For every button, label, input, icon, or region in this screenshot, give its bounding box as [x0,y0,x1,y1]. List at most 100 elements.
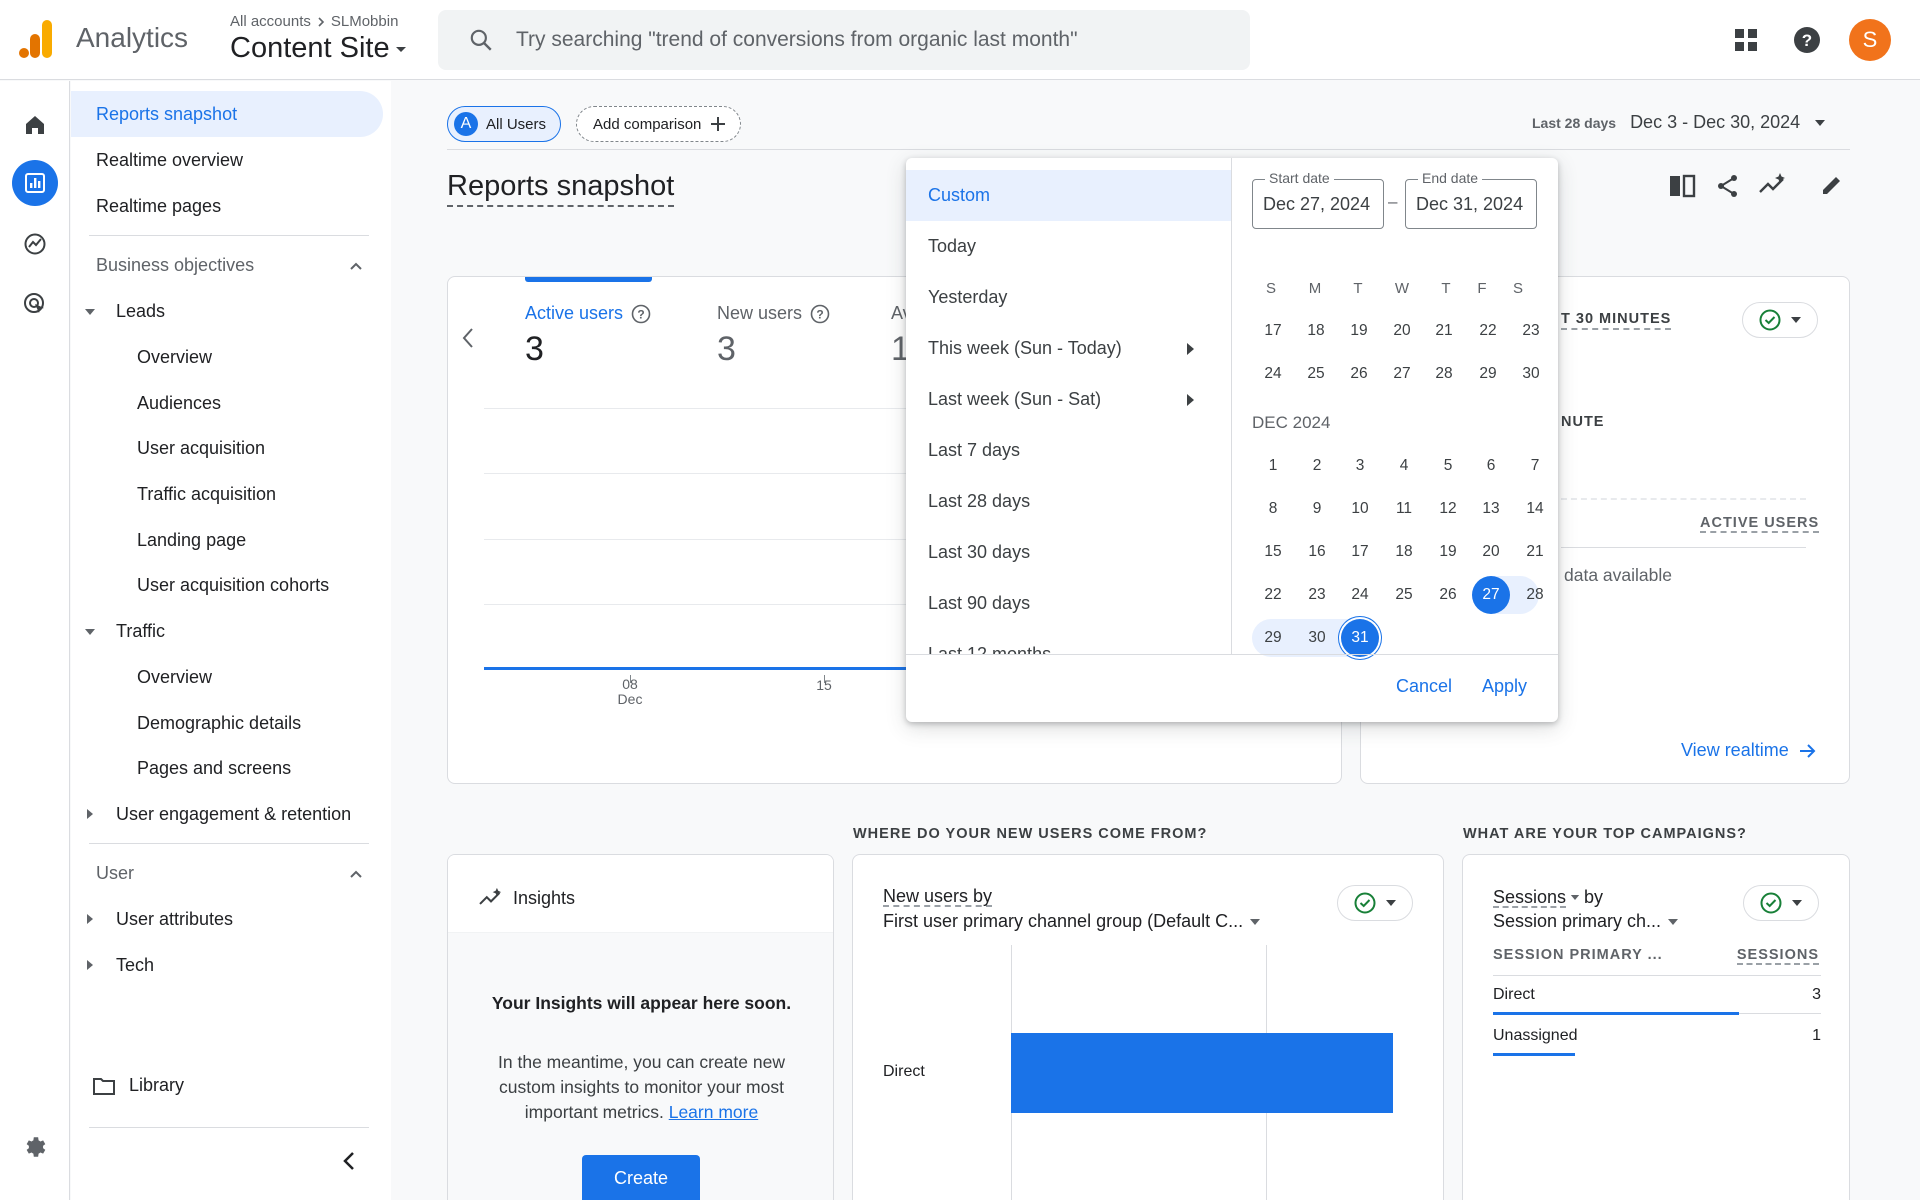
calendar-day[interactable]: 9 [1312,500,1322,517]
calendar-day[interactable]: 28 [1526,586,1544,603]
calendar-day[interactable]: 22 [1264,586,1282,603]
end-date-field[interactable]: End date Dec 31, 2024 [1405,170,1537,229]
nav-leads-user-acquisition[interactable]: User acquisition [137,438,266,458]
start-date-field[interactable]: Start date Dec 27, 2024 [1252,170,1384,229]
preset-this-week[interactable]: This week (Sun - Today) [906,323,1231,374]
calendar-day[interactable]: 23 [1308,586,1326,603]
preset-last-30-days[interactable]: Last 30 days [928,542,1031,562]
caret-right-icon[interactable] [87,809,93,819]
chevron-up-icon[interactable] [349,261,363,271]
calendar-day[interactable]: 20 [1482,543,1500,560]
active-users-column-header[interactable]: ACTIVE USERS [1700,515,1820,533]
explore-icon[interactable] [12,221,58,267]
calendar-day[interactable]: 27 [1393,365,1411,382]
settings-gear-icon[interactable] [12,1124,58,1170]
nav-reports-snapshot[interactable]: Reports snapshot [96,104,238,124]
edit-pencil-icon[interactable] [1820,173,1844,197]
nav-tech[interactable]: Tech [116,955,155,975]
realtime-options-dropdown[interactable] [1742,302,1818,338]
metric-active-users[interactable]: Active users ? 3 [525,303,651,369]
analytics-logo[interactable] [18,20,54,60]
column-header-sessions[interactable]: SESSIONS [1736,947,1819,965]
all-users-chip[interactable]: A All Users [447,106,562,142]
preset-last-7-days[interactable]: Last 7 days [928,440,1021,460]
nav-user-engagement[interactable]: User engagement & retention [116,804,352,824]
bar-direct[interactable] [1011,1033,1393,1113]
caret-right-icon[interactable] [87,960,93,970]
preset-last-28-days[interactable]: Last 28 days [928,491,1031,511]
breadcrumb-account[interactable]: SLMobbin [330,13,399,30]
calendar-day[interactable]: 10 [1351,500,1369,517]
caret-down-icon[interactable] [85,309,95,315]
preset-yesterday[interactable]: Yesterday [928,287,1008,307]
calendar-day[interactable]: 26 [1350,365,1368,382]
collapse-nav-icon[interactable] [342,1151,356,1171]
nav-section-user[interactable]: User [96,863,135,883]
calendar-day[interactable]: 28 [1435,365,1453,382]
calendar-day[interactable]: 3 [1355,457,1365,474]
preset-last-12-months[interactable]: Last 12 months [928,644,1052,654]
compare-columns-icon[interactable] [1668,173,1696,199]
calendar-day[interactable]: 30 [1522,365,1540,382]
nav-leads-landing-page[interactable]: Landing page [137,530,247,550]
calendar-day[interactable]: 15 [1264,543,1282,560]
avatar[interactable]: S [1849,19,1891,61]
share-icon[interactable] [1716,174,1740,198]
nav-leads-traffic-acquisition[interactable]: Traffic acquisition [137,484,277,504]
nav-user-attributes[interactable]: User attributes [116,909,234,929]
calendar-day[interactable]: 14 [1526,500,1544,517]
calendar-day[interactable]: 16 [1308,543,1326,560]
calendar-day[interactable]: 29 [1264,629,1282,646]
learn-more-link[interactable]: Learn more [668,1102,759,1122]
search-bar[interactable] [438,10,1250,70]
table-row[interactable]: Direct 3 [1493,986,1821,1004]
nav-leads-overview[interactable]: Overview [137,347,213,367]
nav-realtime-pages[interactable]: Realtime pages [96,196,222,216]
calendar-day[interactable]: 25 [1307,365,1325,382]
help-circle-icon[interactable]: ? [810,304,830,324]
calendar-day[interactable]: 24 [1264,365,1282,382]
calendar-day-range-end[interactable]: 31 [1341,619,1379,657]
search-input[interactable] [516,22,1216,58]
calendar-day[interactable]: 23 [1522,322,1540,339]
calendar-day[interactable]: 19 [1439,543,1457,560]
calendar-day[interactable]: 29 [1479,365,1497,382]
insights-sparkle-icon[interactable] [1758,172,1788,198]
sessions-title[interactable]: Sessions by [1493,886,1604,908]
cancel-button[interactable]: Cancel [1396,676,1453,696]
calendar-day[interactable]: 6 [1486,457,1496,474]
dimension-selector[interactable]: First user primary channel group (Defaul… [883,911,1261,932]
home-icon[interactable] [12,102,58,148]
column-header-channel[interactable]: SESSION PRIMARY ... [1493,947,1663,963]
calendar-day[interactable]: 2 [1312,457,1322,474]
calendar-day[interactable]: 21 [1435,322,1453,339]
advertising-icon[interactable] [12,281,58,327]
calendar-day[interactable]: 12 [1439,500,1457,517]
preset-today[interactable]: Today [928,236,977,256]
calendar-day[interactable]: 30 [1308,629,1326,646]
calendar-day[interactable]: 18 [1395,543,1413,560]
calendar-day[interactable]: 7 [1530,457,1540,474]
caret-down-icon[interactable] [85,629,95,635]
calendar-day[interactable]: 25 [1395,586,1413,603]
preset-last-90-days[interactable]: Last 90 days [928,593,1031,613]
reports-icon[interactable] [12,160,58,206]
preset-custom[interactable]: Custom [906,170,1231,221]
dimension-selector[interactable]: Session primary ch... [1493,911,1679,932]
nav-leads-acquisition-cohorts[interactable]: User acquisition cohorts [137,575,330,595]
nav-leads[interactable]: Leads [116,301,166,321]
calendar-day[interactable]: 4 [1399,457,1409,474]
property-selector[interactable]: Content Site [230,32,408,65]
calendar-day[interactable]: 1 [1268,457,1278,474]
create-insight-button[interactable]: Create [582,1155,700,1200]
nav-section-business-objectives[interactable]: Business objectives [96,255,255,275]
calendar-day[interactable]: 17 [1264,322,1282,339]
nav-traffic-demographic-details[interactable]: Demographic details [137,713,302,733]
nav-leads-audiences[interactable]: Audiences [137,393,222,413]
table-row[interactable]: Unassigned 1 [1493,1027,1821,1045]
calendar-day-range-start[interactable]: 27 [1472,576,1510,614]
apps-grid-icon[interactable] [1734,28,1758,52]
calendar-day[interactable]: 5 [1443,457,1453,474]
chevron-left-icon[interactable] [461,327,475,349]
card-options-dropdown[interactable] [1743,885,1819,921]
